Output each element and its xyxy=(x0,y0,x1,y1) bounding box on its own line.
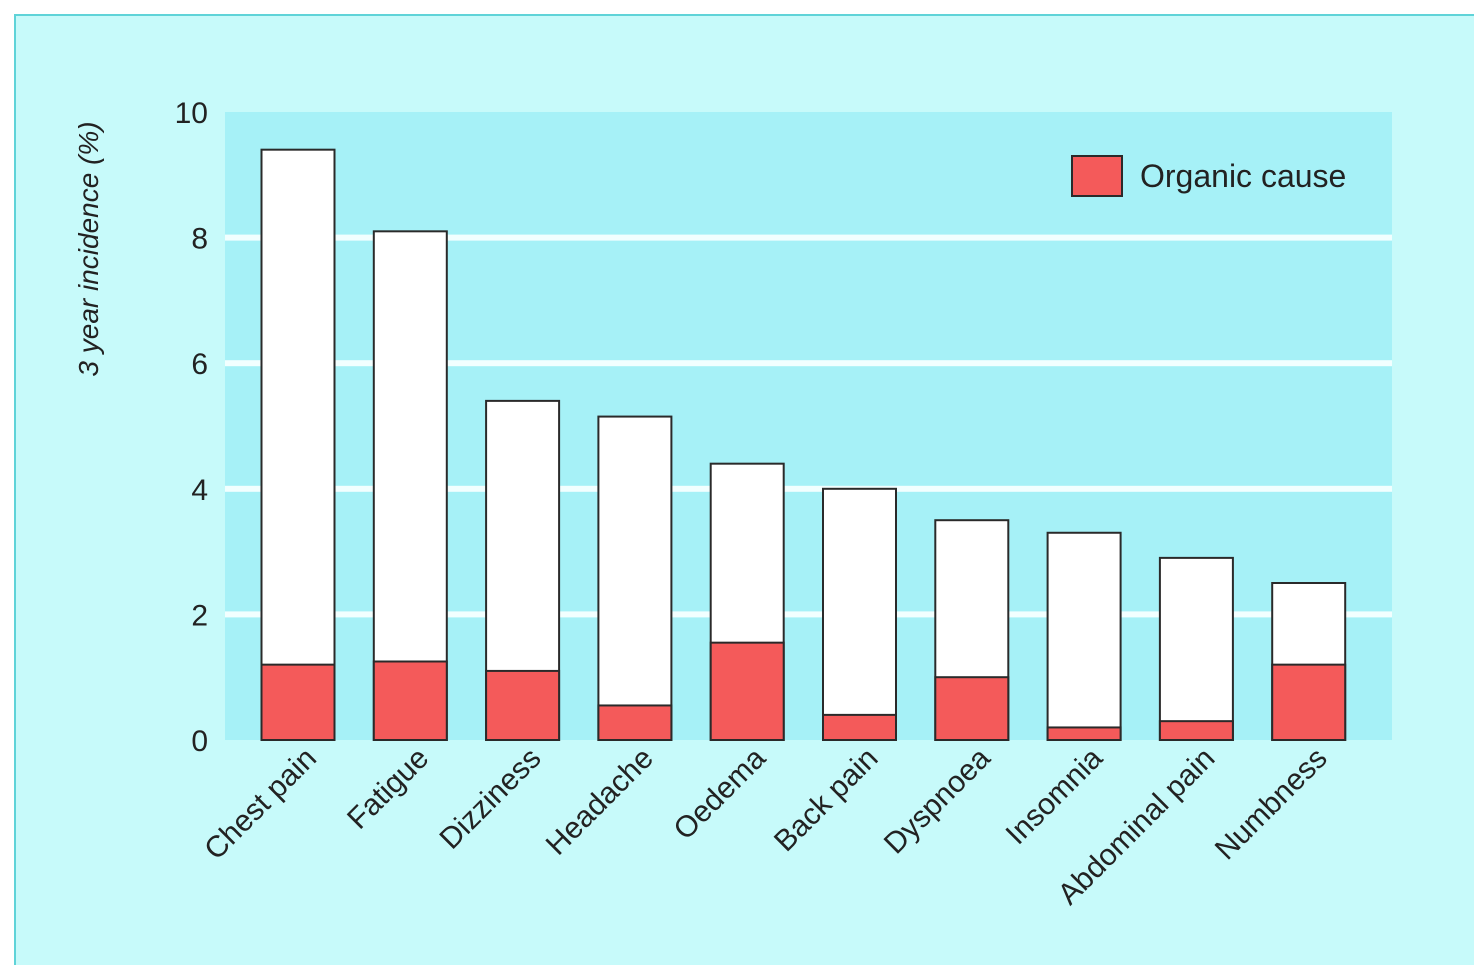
bar-total xyxy=(1158,556,1234,741)
gridlines xyxy=(225,234,1392,618)
bar-total xyxy=(372,230,448,741)
category-label: Numbness xyxy=(1209,742,1334,867)
bar-organic-cause xyxy=(597,704,673,742)
gridline xyxy=(225,360,1392,367)
y-axis-label: 3 year incidence (%) xyxy=(73,121,104,376)
bar-organic-cause xyxy=(822,713,897,742)
bar-organic-cause xyxy=(1046,726,1122,742)
figure-panel: 0 2 4 6 8 10 3 year incidence (%) Chest pain F… xyxy=(14,14,1474,965)
gridline xyxy=(225,485,1392,492)
bar-total xyxy=(597,415,673,741)
y-tick-label: 4 xyxy=(191,474,208,507)
y-tick-label: 8 xyxy=(191,223,208,256)
legend-label-organic-cause: Organic cause xyxy=(1140,158,1346,194)
category-label: Oedema xyxy=(667,741,772,846)
bar-organic-cause xyxy=(709,641,785,741)
y-tick-label: 6 xyxy=(191,348,208,381)
category-label: Dyspnoea xyxy=(878,741,997,860)
bar-organic-cause xyxy=(260,663,336,742)
bars xyxy=(260,148,1347,742)
bar-organic-cause xyxy=(372,660,448,741)
category-label: Fatigue xyxy=(341,742,435,836)
category-label: Back pain xyxy=(768,742,884,858)
y-tick-label: 2 xyxy=(191,599,208,632)
gridline xyxy=(225,234,1392,241)
category-label: Chest pain xyxy=(198,742,323,867)
bar-organic-cause xyxy=(934,676,1010,742)
incidence-bar-chart: 0 2 4 6 8 10 3 year incidence (%) Chest pain F… xyxy=(73,97,1392,911)
bar-total xyxy=(1046,531,1122,742)
gridline xyxy=(225,611,1392,618)
category-label: Dizziness xyxy=(433,742,547,856)
bar-organic-cause xyxy=(485,669,561,741)
category-label: Insomnia xyxy=(1000,741,1110,851)
y-tick-label: 0 xyxy=(191,725,208,758)
bar-organic-cause xyxy=(1271,663,1347,742)
legend-swatch-organic-cause xyxy=(1071,155,1123,197)
category-label: Headache xyxy=(540,742,660,862)
bar-total xyxy=(260,148,336,741)
y-tick-label: 10 xyxy=(175,97,208,130)
legend: Organic cause xyxy=(1071,155,1346,197)
bar-organic-cause xyxy=(1158,720,1234,741)
y-axis-ticks: 0 2 4 6 8 10 xyxy=(175,97,208,758)
bar-total xyxy=(822,487,897,741)
